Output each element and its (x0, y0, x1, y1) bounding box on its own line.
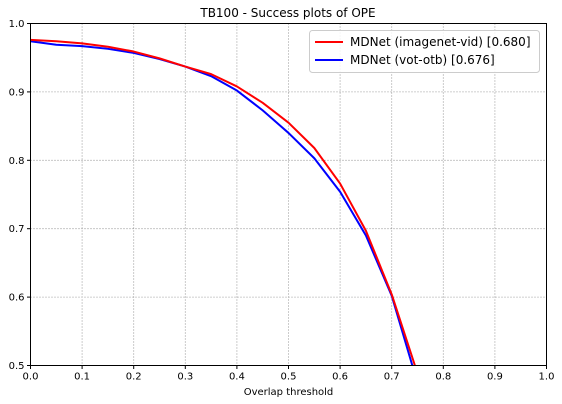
y-tick-label: 0.8 (9, 156, 25, 167)
series-line-imagenet-vid (30, 38, 416, 366)
series-layer (30, 38, 416, 366)
x-tick-label: 0.7 (384, 372, 400, 383)
series-line-vot-otb (30, 40, 414, 366)
legend-label-vot-otb: MDNet (vot-otb) [0.676] (350, 53, 495, 67)
x-tick-label: 0.9 (487, 372, 503, 383)
y-tick-label: 0.5 (9, 361, 25, 372)
x-tick-label: 1.0 (539, 372, 555, 383)
x-axis-title: Overlap threshold (244, 387, 334, 398)
y-tick-label: 1.0 (9, 19, 25, 30)
x-tick-label: 0.4 (229, 372, 245, 383)
grid-layer (30, 23, 547, 366)
legend: MDNet (imagenet-vid) [0.680] MDNet (vot-… (309, 30, 540, 73)
y-tick-label: 0.6 (9, 293, 25, 304)
ticks-layer: 0.0 0.1 0.2 0.3 0.4 0.5 0.6 0.7 0.8 0.9 1.0 0.5 0.6 0… (9, 19, 555, 383)
x-tick-label: 0.6 (332, 372, 348, 383)
y-tick-label: 0.9 (9, 87, 25, 98)
x-tick-label: 0.2 (126, 372, 142, 383)
legend-box (309, 30, 540, 73)
x-tick-label: 0.5 (281, 372, 297, 383)
chart-title: TB100 - Success plots of OPE (199, 6, 375, 20)
x-tick-label: 0.0 (23, 372, 39, 383)
y-tick-label: 0.7 (9, 224, 25, 235)
legend-label-imagenet-vid: MDNet (imagenet-vid) [0.680] (350, 35, 531, 49)
x-tick-label: 0.1 (74, 372, 90, 383)
x-tick-label: 0.8 (435, 372, 451, 383)
x-tick-label: 0.3 (177, 372, 193, 383)
